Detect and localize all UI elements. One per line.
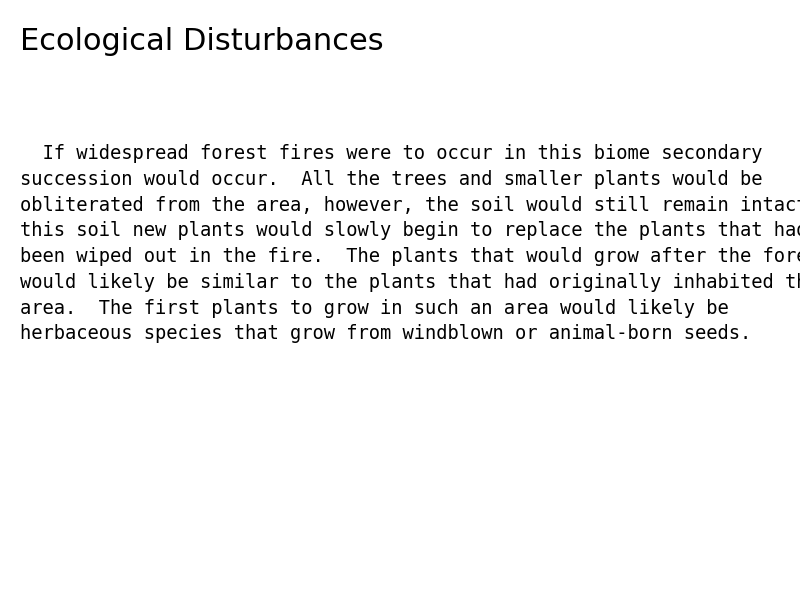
Text: Ecological Disturbances: Ecological Disturbances bbox=[20, 27, 384, 56]
Text: If widespread forest fires were to occur in this biome secondary
succession woul: If widespread forest fires were to occur… bbox=[20, 144, 800, 343]
